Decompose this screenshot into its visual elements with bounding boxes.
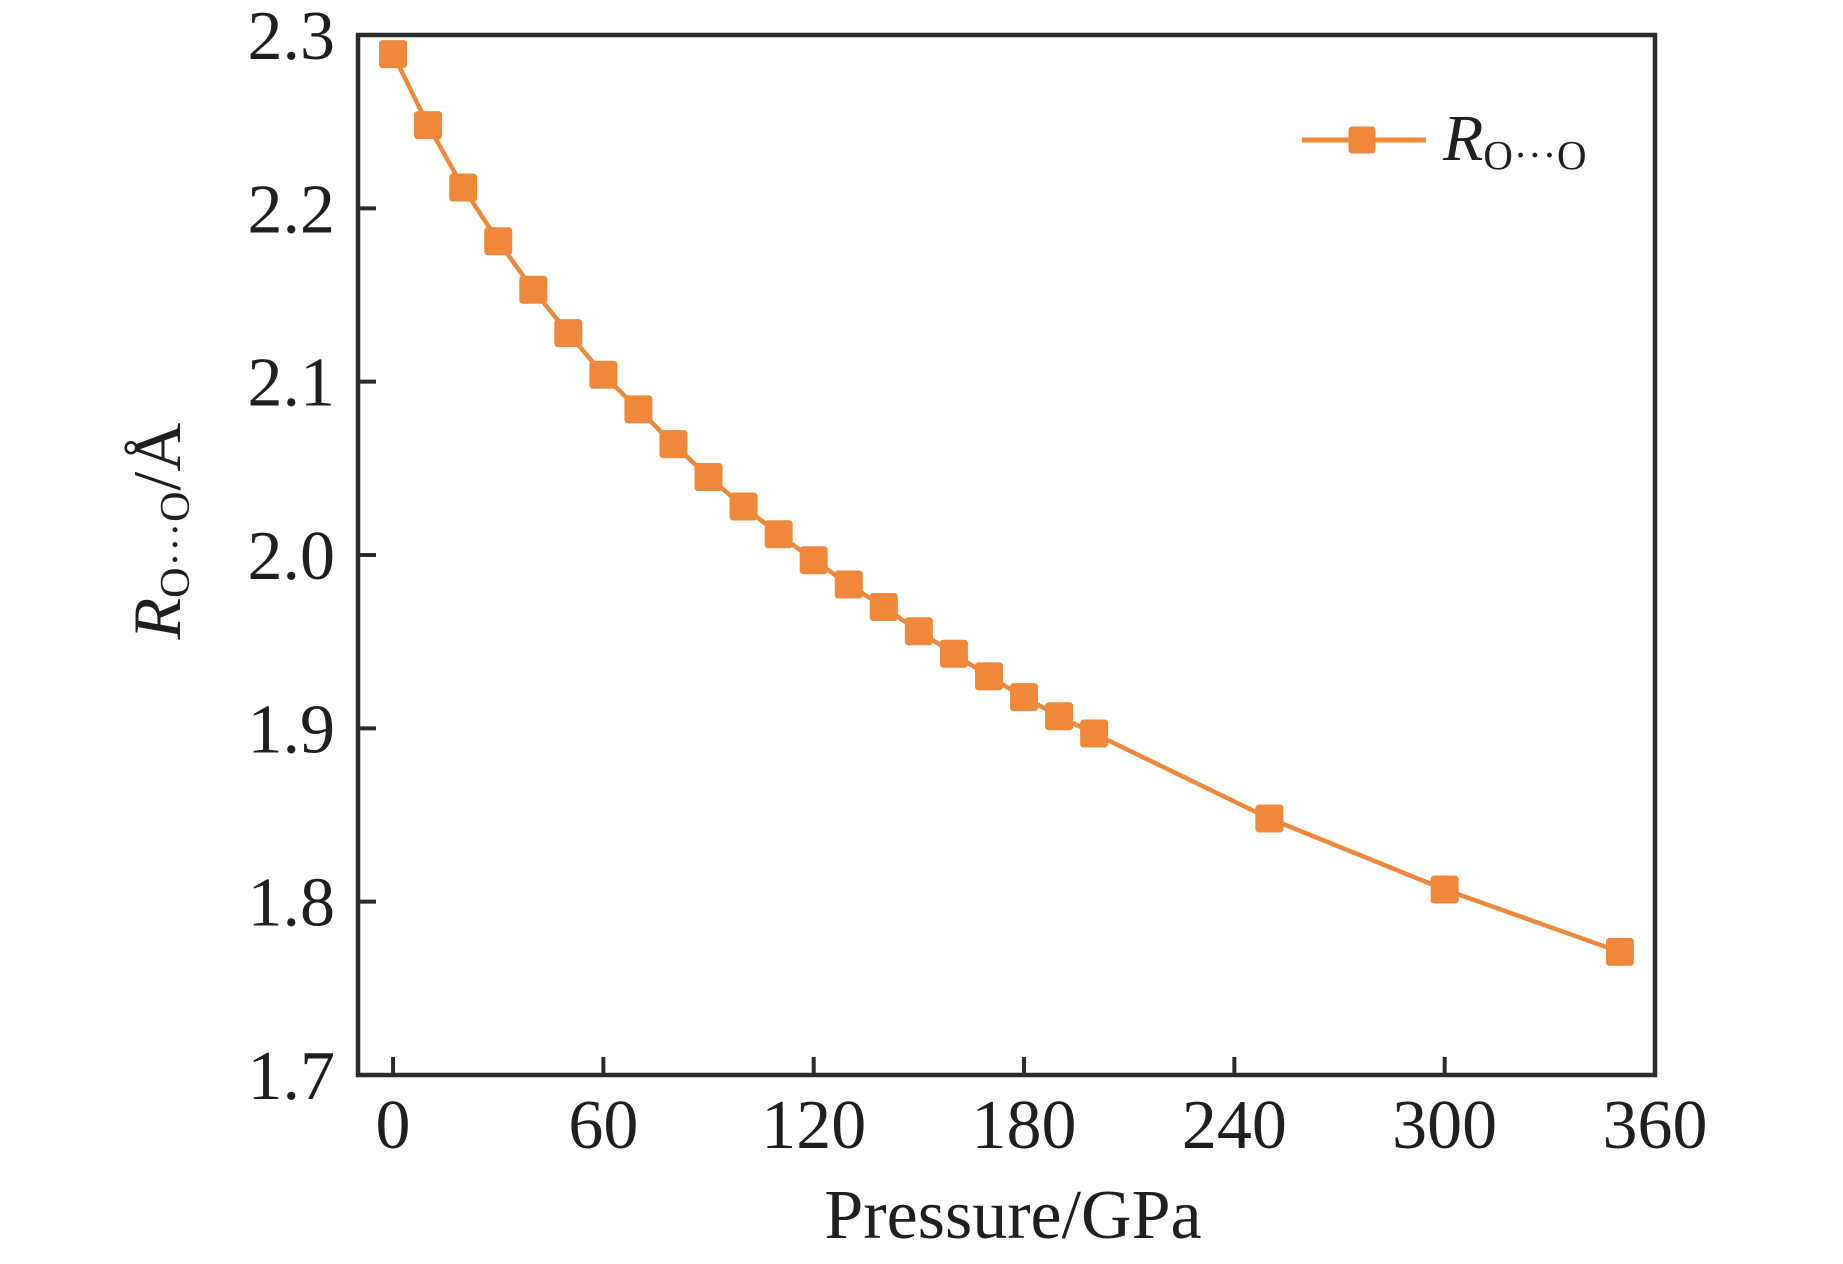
data-marker (1430, 875, 1459, 904)
y-axis-subscript: O···O (152, 490, 200, 598)
data-marker (799, 546, 828, 575)
data-marker (379, 40, 408, 69)
y-tick-label: 1.7 (248, 1038, 336, 1115)
plot-border (355, 32, 1658, 1078)
legend-symbol: R (1443, 102, 1484, 175)
y-tick-label: 2.0 (248, 518, 336, 595)
y-tick-label: 1.9 (248, 691, 336, 768)
data-marker (1605, 937, 1634, 966)
data-marker (659, 430, 688, 459)
x-tick-label: 240 (1182, 1087, 1287, 1164)
x-tick-label: 0 (376, 1087, 411, 1164)
data-marker (449, 173, 478, 202)
legend-label: RO···O (1443, 106, 1587, 177)
data-line (391, 53, 1621, 955)
x-tick-label: 300 (1392, 1087, 1497, 1164)
data-marker (939, 639, 968, 668)
data-marker (694, 463, 723, 491)
data-marker (484, 227, 513, 256)
y-tick-label: 2.1 (248, 345, 336, 422)
data-marker (1255, 804, 1284, 833)
y-tick-label: 2.3 (248, 0, 336, 75)
data-marker (589, 360, 618, 389)
y-axis-title: RO···O/Å (119, 423, 200, 640)
data-marker (1045, 702, 1074, 731)
data-marker (834, 570, 863, 599)
data-marker (519, 275, 548, 304)
data-marker (1010, 683, 1039, 712)
x-tick-label: 180 (972, 1087, 1077, 1164)
x-tick-label: 360 (1603, 1087, 1708, 1164)
y-axis-unit: /Å (118, 422, 195, 491)
data-marker (554, 319, 583, 348)
legend-key (1302, 126, 1426, 154)
legend-marker-icon (1348, 126, 1376, 154)
legend-subscript: O···O (1483, 133, 1588, 178)
data-marker (729, 492, 758, 521)
x-tick-label: 120 (761, 1087, 866, 1164)
x-tick-label: 60 (568, 1087, 638, 1164)
y-axis-symbol: R (118, 597, 195, 640)
data-marker (869, 593, 898, 621)
y-tick-label: 1.8 (248, 865, 336, 942)
data-marker (1080, 719, 1109, 748)
data-marker (764, 520, 793, 549)
data-marker (904, 617, 933, 646)
x-axis-title: Pressure/GPa (824, 1177, 1202, 1254)
data-marker (624, 395, 653, 424)
y-tick-label: 2.2 (248, 171, 336, 248)
data-marker (414, 111, 443, 140)
data-marker (974, 662, 1003, 691)
